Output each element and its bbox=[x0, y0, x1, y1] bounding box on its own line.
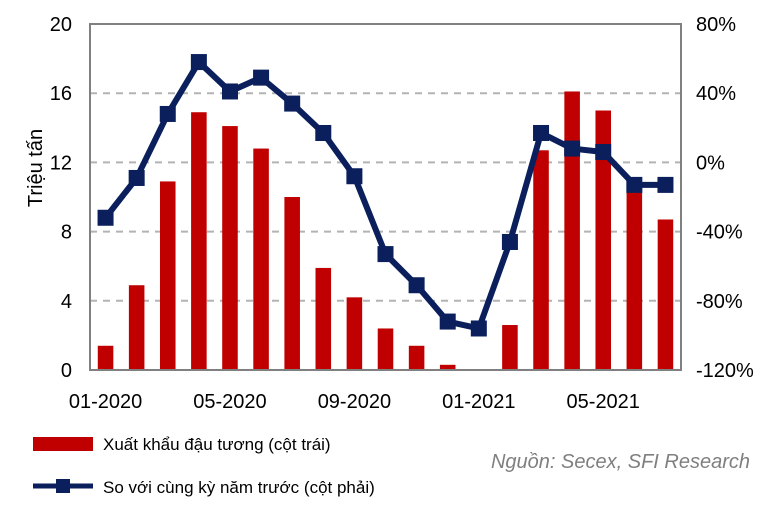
bar bbox=[222, 126, 238, 370]
bar bbox=[626, 186, 643, 370]
left-tick-label: 0 bbox=[61, 360, 72, 382]
bar bbox=[564, 91, 580, 370]
left-tick-label: 8 bbox=[61, 222, 72, 244]
line-point bbox=[657, 176, 674, 193]
line-point bbox=[408, 277, 425, 294]
source-note: Nguồn: Secex, SFI Research bbox=[491, 451, 750, 473]
bar bbox=[253, 148, 269, 370]
x-tick-label: 09-2020 bbox=[318, 391, 391, 413]
bar bbox=[502, 325, 518, 370]
right-tick-label: 0% bbox=[696, 152, 725, 174]
right-tick-label: 80% bbox=[696, 14, 736, 36]
bar bbox=[97, 345, 114, 370]
bar bbox=[439, 364, 456, 370]
line-point bbox=[346, 168, 363, 185]
right-tick-label: -120% bbox=[696, 360, 754, 382]
x-tick-label: 01-2021 bbox=[442, 391, 515, 413]
line-point bbox=[190, 54, 207, 71]
line-point bbox=[97, 209, 114, 226]
bar bbox=[657, 219, 674, 370]
line-point bbox=[159, 105, 176, 122]
bar-series bbox=[97, 91, 674, 370]
line-point bbox=[128, 169, 145, 186]
left-tick-label: 12 bbox=[50, 152, 72, 174]
line-point bbox=[253, 69, 270, 86]
legend-line-marker bbox=[56, 479, 70, 493]
x-tick-label: 01-2020 bbox=[69, 391, 142, 413]
bar bbox=[533, 150, 549, 370]
legend-bar-swatch bbox=[33, 437, 93, 451]
bar bbox=[315, 267, 332, 370]
line-point bbox=[595, 144, 612, 161]
left-tick-label: 4 bbox=[61, 291, 72, 313]
bar bbox=[595, 110, 612, 370]
legend-bar-label: Xuất khẩu đậu tương (cột trái) bbox=[103, 435, 331, 454]
line-point bbox=[626, 176, 643, 193]
left-axis-ticks: 0 4 8 12 16 20 bbox=[50, 14, 72, 382]
legend-line-label: So với cùng kỳ năm trước (cột phải) bbox=[103, 478, 375, 497]
line-point bbox=[501, 233, 518, 250]
x-tick-label: 05-2020 bbox=[193, 391, 266, 413]
right-tick-label: 40% bbox=[696, 83, 736, 105]
line-point bbox=[439, 313, 456, 330]
bar bbox=[284, 197, 300, 370]
grid-lines bbox=[90, 92, 681, 302]
plot-frame bbox=[89, 23, 682, 371]
bar bbox=[191, 112, 207, 370]
bar bbox=[128, 285, 145, 370]
line-point bbox=[221, 83, 238, 100]
right-tick-label: -80% bbox=[696, 291, 743, 313]
line-series bbox=[97, 54, 674, 337]
bar bbox=[159, 181, 176, 370]
line-point bbox=[533, 124, 550, 141]
right-tick-label: -40% bbox=[696, 222, 743, 244]
line-point bbox=[315, 124, 332, 141]
bar bbox=[408, 345, 425, 370]
line-point bbox=[284, 95, 301, 112]
x-tick-label: 05-2021 bbox=[567, 391, 640, 413]
series-line bbox=[103, 59, 666, 332]
right-axis-ticks: -120% -80% -40% 0% 40% 80% bbox=[696, 14, 754, 382]
x-axis-ticks: 01-2020 05-2020 09-2020 01-2021 05-2021 bbox=[69, 391, 640, 413]
bar bbox=[377, 328, 394, 370]
line-point bbox=[564, 140, 581, 157]
plot-border bbox=[89, 23, 682, 371]
line-point bbox=[377, 246, 394, 263]
left-tick-label: 16 bbox=[50, 83, 72, 105]
y-axis-label: Triệu tấn bbox=[25, 129, 47, 207]
left-tick-label: 20 bbox=[50, 14, 72, 36]
bar bbox=[346, 297, 363, 370]
legend: Xuất khẩu đậu tương (cột trái) So với cù… bbox=[33, 435, 375, 497]
line-point bbox=[470, 320, 487, 337]
